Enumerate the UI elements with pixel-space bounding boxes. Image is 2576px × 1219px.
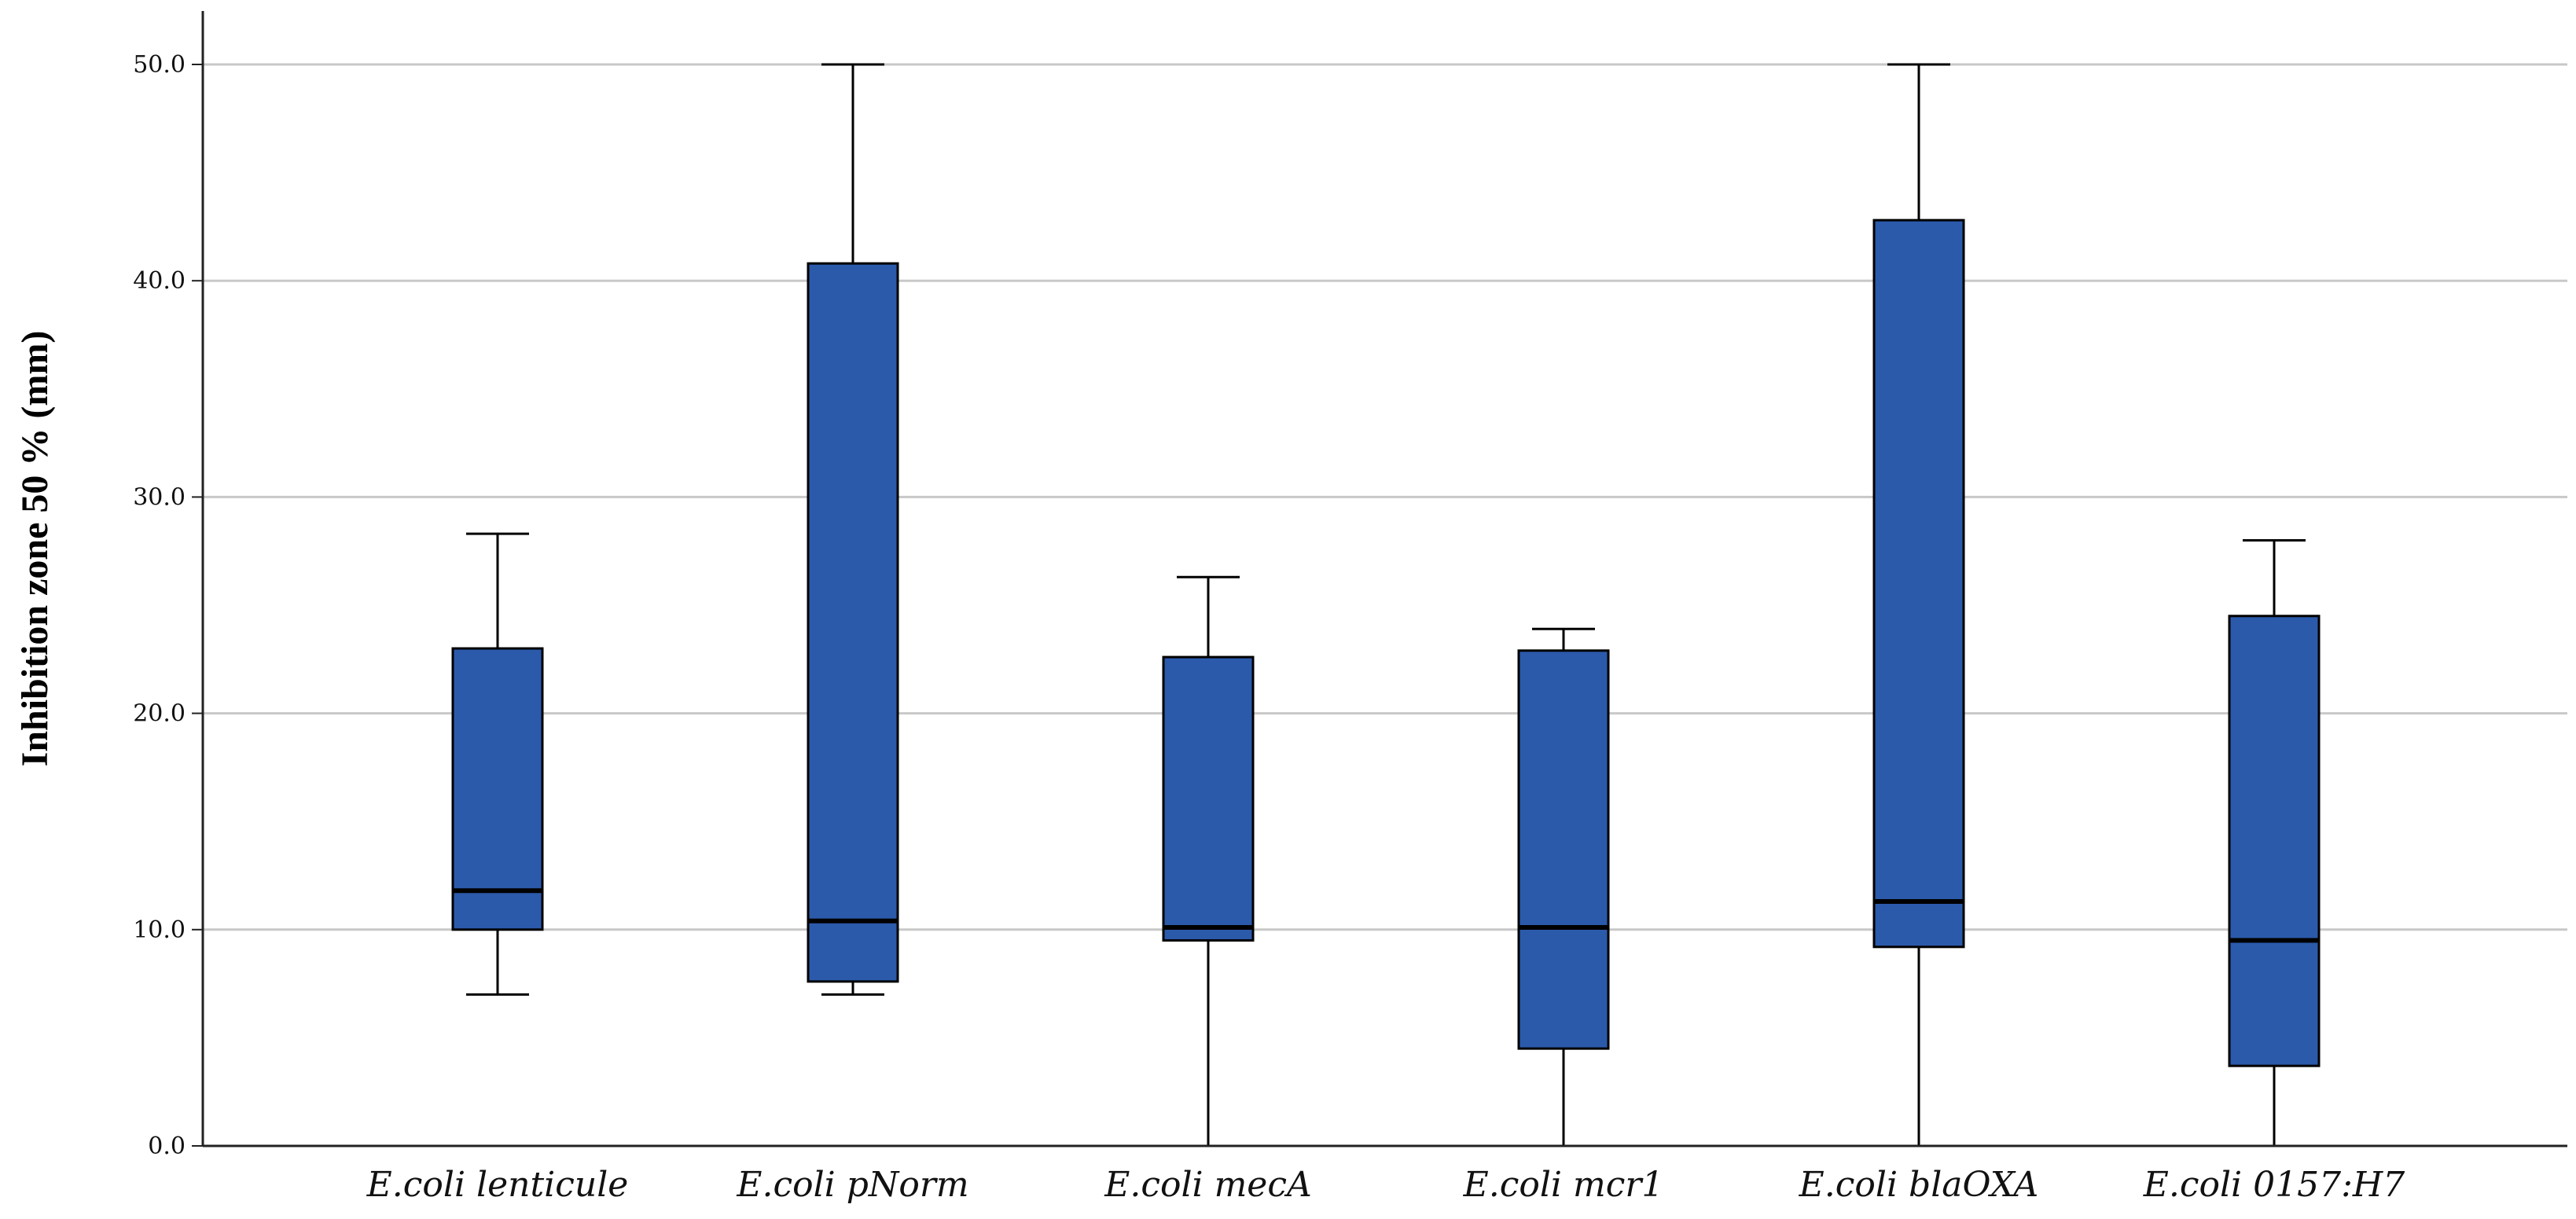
boxes — [451, 63, 2321, 1146]
box-group — [807, 63, 899, 996]
box-group — [2228, 538, 2321, 1146]
x-category-label: E.coli pNorm — [736, 1165, 968, 1205]
box-group — [451, 532, 544, 996]
box-iqr — [2228, 615, 2321, 1067]
y-tick-label: 0.0 — [148, 1133, 186, 1160]
box-iqr — [451, 647, 544, 931]
box-iqr — [807, 262, 899, 983]
x-category-label: E.coli mecA — [1104, 1165, 1312, 1205]
y-tick-label: 50.0 — [133, 51, 186, 79]
box-iqr — [1162, 655, 1255, 942]
y-axis-title: Inhibition zone 50 % (mm) — [14, 331, 56, 767]
x-category-label: E.coli blaOXA — [1799, 1165, 2039, 1205]
labels: 0.0 10.0 20.0 30.0 40.0 50.0 E.coli lenticule E… — [133, 51, 2405, 1205]
x-category-label: E.coli 0157:H7 — [2143, 1165, 2405, 1205]
y-tick-label: 40.0 — [133, 267, 186, 295]
box-group — [1872, 63, 1965, 1146]
box-group — [1517, 627, 1610, 1146]
x-category-label: E.coli mcr1 — [1463, 1165, 1664, 1205]
y-tick-label: 10.0 — [133, 916, 186, 944]
box-iqr — [1517, 649, 1610, 1050]
axes — [192, 11, 2567, 1147]
y-tick-label: 20.0 — [133, 700, 186, 728]
x-category-label: E.coli lenticule — [366, 1165, 629, 1205]
y-tick-label: 30.0 — [133, 483, 186, 511]
box-group — [1162, 575, 1255, 1146]
box-iqr — [1872, 218, 1965, 949]
gridlines — [203, 63, 2567, 931]
